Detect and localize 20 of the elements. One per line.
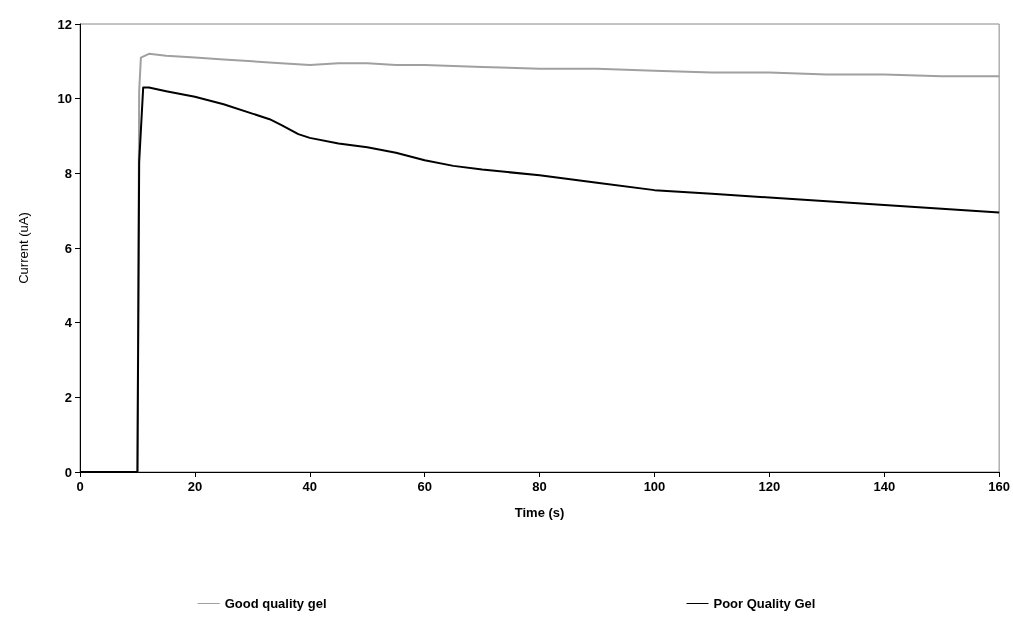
x-tick-label: 100 [643,479,666,494]
y-tick-label: 0 [64,464,72,480]
y-tick-label: 4 [64,315,73,331]
x-tick-label: 120 [758,479,781,494]
x-axis-title: Time (s) [514,505,565,520]
y-tick-label: 6 [64,240,72,256]
legend-label: Good quality gel [224,596,327,611]
x-tick-label: 0 [76,479,84,494]
x-tick-label: 60 [417,479,432,494]
y-tick-label: 10 [57,91,72,107]
x-tick-label: 160 [988,479,1011,494]
x-tick-label: 40 [302,479,318,494]
x-tick-label: 20 [187,479,203,494]
y-axis-title: Current (uA) [16,212,31,284]
x-tick-label: 140 [873,479,896,494]
y-tick-label: 12 [57,16,72,32]
x-tick-label: 80 [532,479,547,494]
y-tick-label: 8 [64,165,72,181]
y-tick-label: 2 [64,389,72,405]
legend-label: Poor Quality Gel [713,596,816,611]
